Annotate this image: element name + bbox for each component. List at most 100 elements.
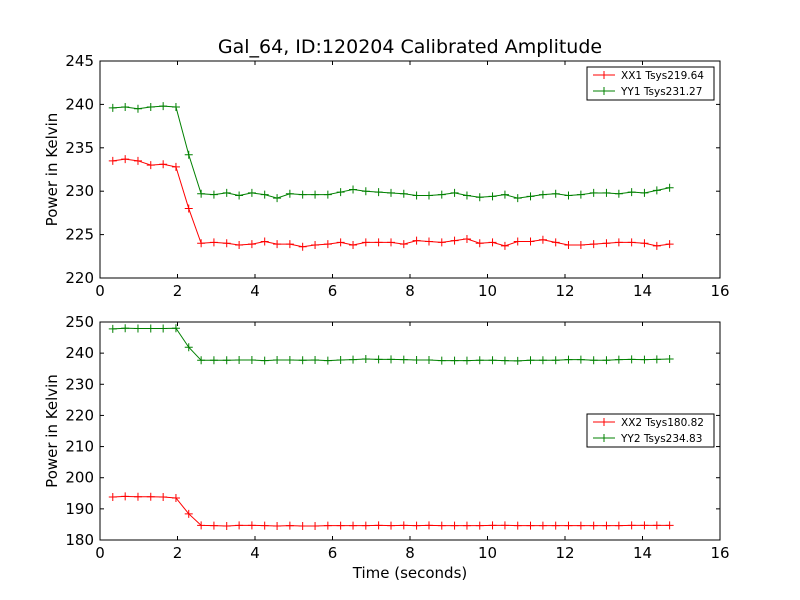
data-point [260,190,269,199]
data-point [589,240,598,249]
chart-title: Gal_64, ID:120204 Calibrated Amplitude [218,36,602,58]
data-point [171,103,180,112]
data-point [171,493,180,502]
y-tick-label: 240 [65,95,94,113]
series-yy2 [108,324,674,365]
data-point [285,521,294,530]
data-point [576,521,585,530]
data-point [614,238,623,247]
data-point [475,193,484,202]
data-point [500,190,509,199]
data-point [374,188,383,197]
data-point [273,521,282,530]
data-point [424,191,433,200]
data-point [323,521,332,530]
legend-item: YY1 Tsys231.27 [593,86,702,98]
y-axis-label: Power in Kelvin [43,113,61,227]
data-point [602,356,611,365]
data-point [437,238,446,247]
x-tick-label: 8 [405,282,415,300]
data-point [197,189,206,198]
data-point [627,238,636,247]
y-tick-label: 240 [65,344,94,362]
data-point [475,521,484,530]
data-point [260,356,269,365]
data-point [121,103,130,112]
data-point [349,185,358,194]
data-point [564,241,573,250]
data-point [551,189,560,198]
data-point [349,241,358,250]
data-point [323,240,332,249]
data-point [298,521,307,530]
data-point [500,241,509,250]
data-point [551,238,560,247]
data-point [260,521,269,530]
x-tick-label: 0 [95,544,105,562]
data-point [462,191,471,200]
data-point [247,521,256,530]
data-point [159,160,168,169]
data-point [146,492,155,501]
data-point [627,188,636,197]
data-point [247,355,256,364]
data-point [184,204,193,213]
data-point [374,355,383,364]
x-tick-label: 0 [95,282,105,300]
data-point [640,188,649,197]
data-point [285,240,294,249]
data-point [399,521,408,530]
data-point [285,189,294,198]
series-xx1 [108,155,674,251]
y-tick-label: 220 [65,269,94,287]
data-point [311,521,320,530]
data-point [462,356,471,365]
x-tick-label: 14 [633,544,652,562]
data-point [121,324,130,333]
data-point [374,238,383,247]
data-point [235,241,244,250]
data-point [387,238,396,247]
x-tick-label: 2 [173,282,183,300]
data-point [526,521,535,530]
data-point [640,239,649,248]
data-point [159,324,168,333]
data-point [108,103,117,112]
data-point [146,103,155,112]
data-point [361,238,370,247]
data-point [108,324,117,333]
x-tick-label: 12 [555,282,574,300]
data-point [602,188,611,197]
data-point [614,189,623,198]
data-point [235,355,244,364]
data-point [602,239,611,248]
data-point [576,241,585,250]
data-point [475,239,484,248]
x-tick-label: 6 [328,282,338,300]
x-tick-label: 12 [555,544,574,562]
legend: XX2 Tsys180.82 YY2 Tsys234.83 [586,413,715,448]
data-point [437,190,446,199]
data-point [184,509,193,518]
data-point [614,521,623,530]
data-point [361,187,370,196]
data-point [488,521,497,530]
data-point [538,190,547,199]
data-point [513,356,522,365]
data-point [500,521,509,530]
data-point [222,188,231,197]
data-point [311,190,320,199]
data-point [564,191,573,200]
data-point [184,150,193,159]
legend-item: YY2 Tsys234.83 [593,433,702,445]
y-tick-label: 210 [65,438,94,456]
data-point [475,356,484,365]
x-tick-label: 16 [710,282,729,300]
x-tick-label: 2 [173,544,183,562]
data-point [387,188,396,197]
legend-box [586,66,715,101]
data-point [589,188,598,197]
y-tick-label: 220 [65,406,94,424]
data-point [513,194,522,203]
